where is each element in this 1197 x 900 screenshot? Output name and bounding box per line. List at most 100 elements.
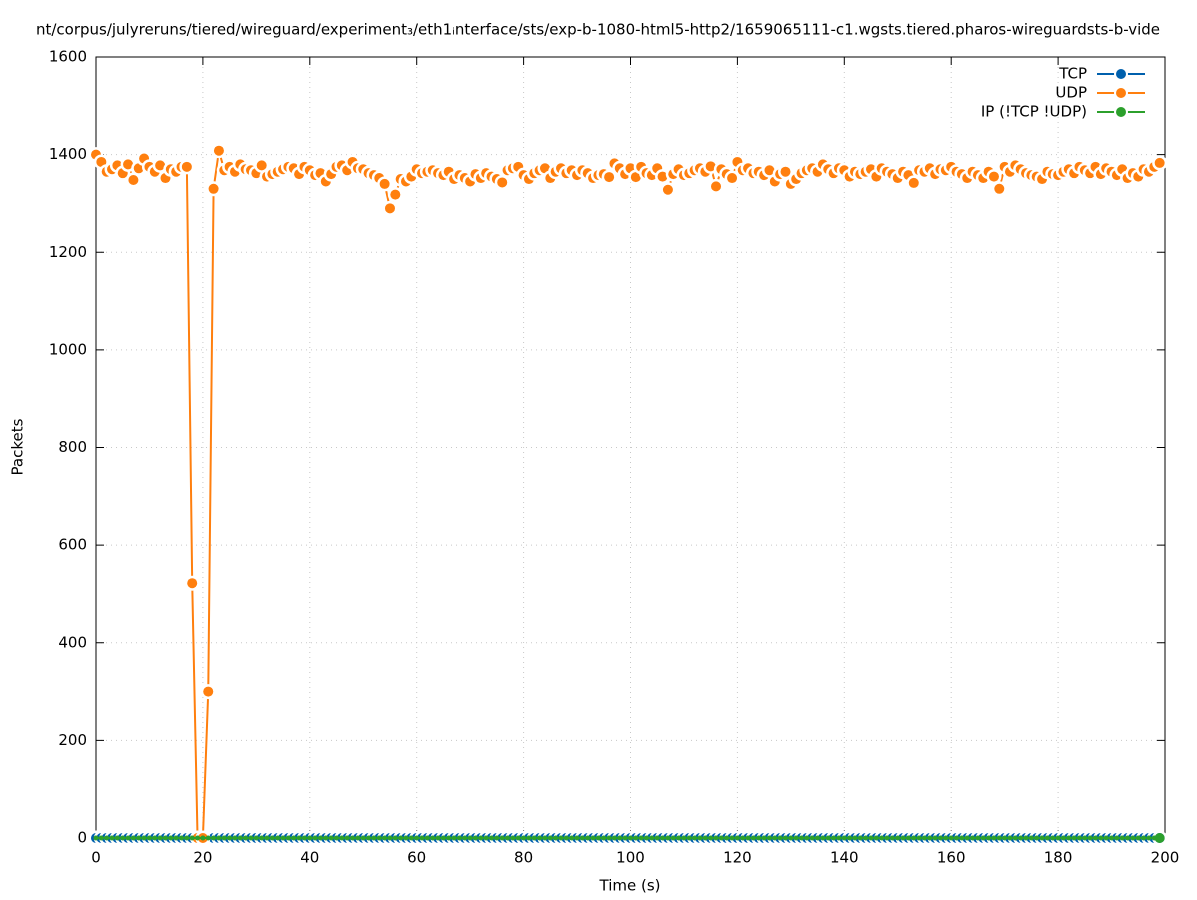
data-point	[852, 835, 858, 841]
data-point	[467, 835, 473, 841]
data-point	[344, 835, 350, 841]
data-point	[766, 835, 772, 841]
data-point	[606, 835, 612, 841]
data-point	[291, 835, 297, 841]
data-point	[836, 835, 842, 841]
data-point	[916, 835, 922, 841]
data-point	[975, 835, 981, 841]
data-point	[553, 835, 559, 841]
data-point	[414, 835, 420, 841]
data-point	[334, 835, 340, 841]
data-point	[692, 835, 698, 841]
data-point	[665, 835, 671, 841]
data-point	[644, 835, 650, 841]
data-point	[494, 835, 500, 841]
data-point	[195, 835, 201, 841]
data-point	[991, 835, 997, 841]
data-point	[403, 835, 409, 841]
data-point	[179, 835, 185, 841]
data-point	[510, 835, 516, 841]
y-tick-label: 400	[58, 633, 87, 651]
x-axis-label: Time (s)	[599, 877, 661, 895]
data-point	[670, 835, 676, 841]
data-point	[633, 835, 639, 841]
data-point	[339, 835, 345, 841]
data-point	[104, 835, 110, 841]
data-point	[515, 835, 521, 841]
data-point	[686, 835, 692, 841]
data-point	[328, 835, 334, 841]
data-point	[472, 835, 478, 841]
data-point	[954, 835, 960, 841]
data-point	[301, 835, 307, 841]
data-point	[382, 835, 388, 841]
data-point	[911, 835, 917, 841]
data-point	[780, 166, 791, 177]
data-point	[384, 203, 395, 214]
legend-marker	[1116, 88, 1126, 98]
data-point	[980, 835, 986, 841]
data-point	[1034, 835, 1040, 841]
data-point	[1044, 835, 1050, 841]
data-point	[323, 835, 329, 841]
data-point	[764, 165, 775, 176]
data-point	[964, 835, 970, 841]
data-point	[863, 835, 869, 841]
data-point	[711, 181, 722, 192]
data-point	[130, 835, 136, 841]
data-point	[253, 835, 259, 841]
data-point	[825, 835, 831, 841]
data-point	[1002, 835, 1008, 841]
y-tick-label: 600	[58, 536, 87, 554]
data-point	[889, 835, 895, 841]
data-point	[424, 835, 430, 841]
data-point	[1023, 835, 1029, 841]
data-point	[462, 835, 468, 841]
data-point	[873, 835, 879, 841]
data-point	[841, 835, 847, 841]
data-point	[574, 835, 580, 841]
data-point	[539, 163, 550, 174]
x-tick-label: 0	[91, 849, 101, 867]
data-point	[793, 835, 799, 841]
data-point	[355, 835, 361, 841]
data-point	[181, 161, 192, 172]
data-point	[456, 835, 462, 841]
data-point	[483, 835, 489, 841]
data-point	[628, 835, 633, 841]
data-point	[1028, 835, 1034, 841]
x-tick-label: 180	[1044, 849, 1073, 867]
y-tick-label: 1000	[49, 340, 87, 358]
data-point	[681, 835, 687, 841]
data-point	[256, 160, 267, 171]
data-point	[133, 163, 144, 174]
data-point	[173, 835, 179, 841]
data-point	[729, 835, 735, 841]
data-point	[654, 835, 660, 841]
legend-marker	[1116, 107, 1126, 117]
data-point	[531, 835, 537, 841]
data-point	[146, 835, 152, 841]
data-point	[269, 835, 275, 841]
data-point	[243, 835, 249, 841]
data-point	[590, 835, 596, 841]
data-point	[280, 835, 286, 841]
data-point	[435, 835, 441, 841]
data-point	[1018, 835, 1024, 841]
data-point	[264, 835, 270, 841]
data-point	[879, 835, 885, 841]
data-point	[155, 160, 166, 171]
data-point	[189, 835, 195, 841]
data-point	[783, 835, 789, 841]
data-point	[203, 686, 214, 697]
data-point	[366, 835, 372, 841]
data-point	[905, 835, 911, 841]
data-point	[360, 835, 366, 841]
data-point	[1071, 835, 1077, 841]
data-point	[440, 835, 446, 841]
data-point	[152, 835, 158, 841]
data-point	[756, 835, 762, 841]
data-point	[705, 161, 716, 172]
data-point	[697, 835, 703, 841]
data-point	[157, 835, 163, 841]
